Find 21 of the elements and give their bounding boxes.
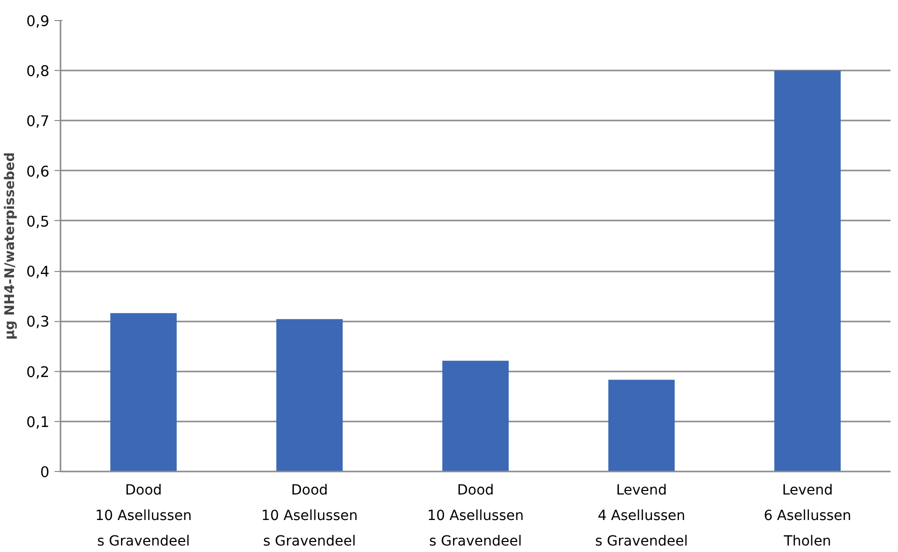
x-tick-label: Dood 10 Asellussen s Gravendeel <box>95 482 192 550</box>
y-tick-label: 0,8 <box>26 63 50 80</box>
bar <box>774 70 841 472</box>
y-tick-label: 0,6 <box>26 163 50 180</box>
y-tick-label: 0,9 <box>26 13 50 30</box>
y-tick-label: 0,5 <box>26 213 50 230</box>
y-tick-label: 0,1 <box>26 414 50 431</box>
y-tick-label: 0,2 <box>26 364 50 381</box>
y-tick-label: 0,7 <box>26 113 50 130</box>
bar <box>110 313 177 472</box>
x-tick-label: Dood 10 Asellussen s Gravendeel <box>261 482 358 550</box>
y-tick-label: 0 <box>40 464 50 481</box>
bar <box>442 360 509 472</box>
y-tick-label: 0,3 <box>26 314 50 331</box>
y-tick-label: 0,4 <box>26 264 50 281</box>
x-tick-label: Levend 4 Asellussen s Gravendeel <box>595 482 688 550</box>
x-tick-label: Levend 6 Asellussen Tholen <box>764 482 852 550</box>
x-tick-label: Dood 10 Asellussen s Gravendeel <box>427 482 524 550</box>
bar <box>608 380 675 472</box>
bar <box>276 319 343 472</box>
y-axis-title: µg NH4-N/waterpissebed <box>3 152 18 340</box>
